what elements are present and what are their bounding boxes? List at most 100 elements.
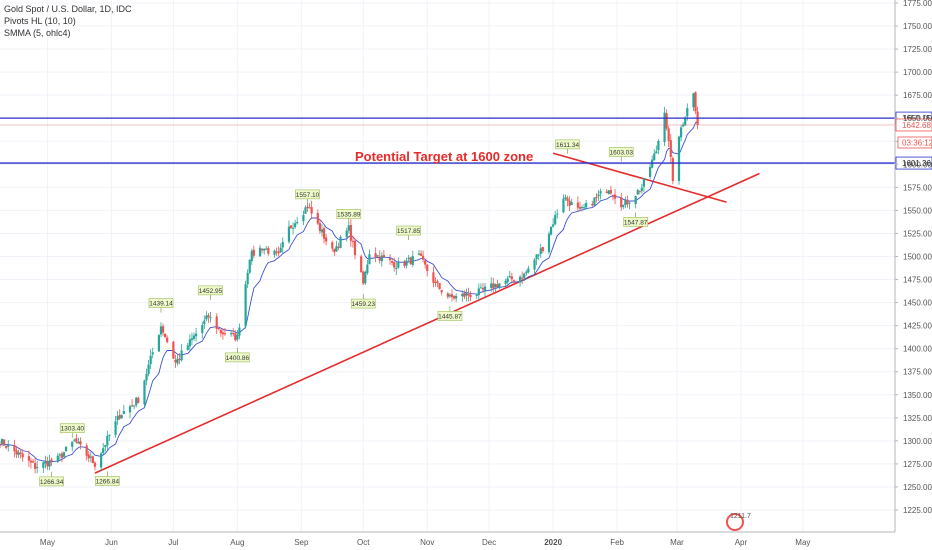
candle-body [335, 246, 338, 252]
candle-body [102, 448, 105, 454]
price-tick-label: 1725.00 [903, 45, 932, 54]
legend-indicator-smma[interactable]: SMMA (5, ohlc4) [4, 28, 71, 38]
candle-body [624, 200, 627, 206]
pivot-box [336, 209, 362, 219]
candle-body [537, 254, 540, 256]
target-annotation[interactable]: Potential Target at 1600 zone [355, 149, 533, 164]
pivot-label: 1611.34 [556, 142, 579, 149]
candle-body [263, 248, 266, 251]
price-tick-label: 1650.00 [903, 114, 932, 123]
candle-body [294, 223, 297, 228]
pivot-label: 1400.86 [226, 355, 250, 362]
last-price-label-bg [895, 118, 932, 132]
candle-body [122, 411, 125, 414]
candle-body [527, 268, 530, 273]
candle-body [60, 453, 64, 458]
candle-body [366, 264, 369, 273]
candle-body [219, 329, 222, 334]
candle-body [525, 271, 528, 274]
candle-body [188, 339, 191, 347]
candle-body [236, 334, 239, 340]
candle-body [58, 454, 61, 456]
candle-body [599, 191, 602, 194]
candle-body [137, 397, 140, 404]
pivot-label: 1547.87 [624, 219, 648, 226]
price-axis[interactable]: 1775.00 1750.00 1725.00 1700.00 1675.00 1650.… [0, 0, 932, 533]
legend-symbol[interactable]: Gold Spot / U.S. Dollar, 1D, IDC [4, 4, 132, 14]
candle-body [73, 439, 76, 441]
candle-body [178, 358, 181, 360]
pivot-label: 1266.34 [40, 479, 64, 486]
candle-body [275, 251, 278, 253]
time-axis[interactable]: May Jun Jul Aug Sep Oct Nov Dec 2020 Feb Mar Apr May [40, 538, 811, 547]
candle-body [205, 315, 208, 320]
pivot-box [350, 298, 376, 309]
candle-body [481, 287, 485, 290]
price-tick-label: 1575.00 [903, 183, 932, 192]
candle-body [50, 459, 53, 462]
candle-body [64, 446, 68, 452]
candle-body [71, 441, 74, 447]
candle-body [15, 450, 18, 455]
candle-body [496, 284, 499, 288]
time-tick-label: 2020 [544, 538, 562, 547]
pivot-label: 1445.87 [438, 313, 462, 320]
candle-body [521, 277, 524, 279]
candle-body [149, 355, 152, 365]
candle-body [147, 364, 150, 374]
candle-body [463, 292, 466, 297]
candle-body [523, 273, 526, 279]
candle-body [432, 272, 435, 283]
candle-body [333, 248, 336, 253]
candle-body [407, 257, 410, 260]
candle-body [261, 248, 264, 251]
trend-lines[interactable] [94, 152, 760, 474]
price-tick-label: 1475.00 [903, 276, 932, 285]
candle-body [302, 215, 305, 222]
candle-body [120, 415, 123, 419]
legend-indicator-pivots[interactable]: Pivots HL (10, 10) [4, 16, 76, 26]
candle-body [395, 267, 398, 269]
candle-body [277, 251, 280, 254]
candle-body [7, 445, 10, 447]
candle-body [62, 452, 66, 457]
candle-body [296, 222, 299, 224]
time-tick-label: Feb [610, 538, 624, 547]
candle-body [684, 117, 687, 126]
candle-body [287, 226, 291, 242]
candle-body [48, 460, 51, 467]
time-tick-label: Apr [735, 538, 748, 547]
candle-body [374, 253, 377, 258]
candle-body [576, 202, 579, 208]
pivot-box [295, 189, 320, 200]
candle-body [289, 225, 293, 229]
candle-body [426, 264, 429, 271]
candle-body [465, 293, 468, 296]
pivot-labels: 1266.34 1303.40 1266.84 1439.14 1400.86 1452.… [39, 139, 648, 487]
candle-body [591, 204, 594, 206]
candle-body [686, 108, 689, 117]
candle-body [345, 230, 348, 238]
candle-body [446, 293, 449, 297]
price-tick-label: 1600.00 [903, 160, 932, 169]
chart-legend: Gold Spot / U.S. Dollar, 1D, IDC Pivots … [4, 3, 132, 39]
price-badges: 03:36:12 [897, 136, 932, 149]
time-tick-label: Aug [230, 538, 244, 547]
candle-body [547, 233, 551, 253]
candle-body [306, 206, 309, 209]
candle-body [448, 294, 452, 297]
candle-body [578, 206, 582, 209]
price-tick-label: 1675.00 [903, 91, 932, 100]
candle-body [174, 360, 177, 363]
candle-body [207, 315, 210, 318]
candle-body [450, 294, 454, 298]
candle-body [477, 288, 480, 296]
candle-body [143, 380, 146, 405]
candle-body [512, 280, 516, 282]
candle-body [669, 140, 672, 157]
candle-body [135, 397, 138, 406]
time-tick-label: Oct [357, 538, 370, 547]
candle-body [679, 127, 683, 138]
